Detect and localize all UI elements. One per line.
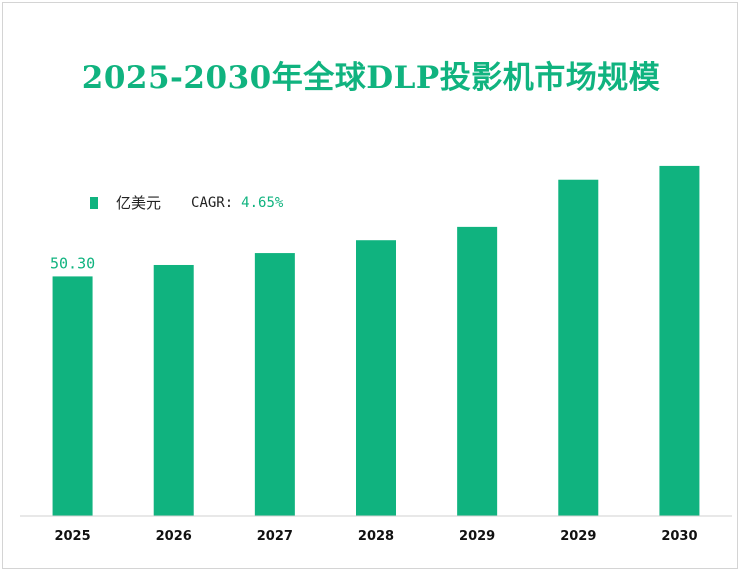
legend-swatch <box>90 196 98 209</box>
bar-6 <box>659 165 700 516</box>
x-tick-label: 2025 <box>54 529 90 544</box>
x-tick-labels: 2025 2026 2027 2028 2029 2029 2030 <box>54 529 697 544</box>
legend: 亿美元 CAGR: 4.65% <box>90 192 283 213</box>
data-labels: 50.30 <box>50 254 95 272</box>
x-tick-label: 2026 <box>156 529 192 544</box>
cagr-value: 4.65% <box>241 194 284 211</box>
bar-0 <box>52 276 93 516</box>
bar-1 <box>153 264 194 516</box>
legend-series-label: 亿美元 <box>116 194 162 212</box>
bar-5 <box>558 179 599 516</box>
x-tick-label: 2027 <box>257 529 293 544</box>
x-tick-label: 2030 <box>661 529 697 544</box>
x-tick-label: 2029 <box>459 529 495 544</box>
data-label: 50.30 <box>50 254 95 272</box>
x-tick-label: 2028 <box>358 529 394 544</box>
chart-title: 2025-2030年全球DLP投影机市场规模 <box>81 60 661 96</box>
cagr-label: CAGR: <box>191 194 234 211</box>
bar-4 <box>457 226 498 516</box>
x-tick-label: 2029 <box>560 529 596 544</box>
bar-3 <box>356 240 396 516</box>
bars-group <box>52 165 700 517</box>
bar-2 <box>254 253 295 517</box>
